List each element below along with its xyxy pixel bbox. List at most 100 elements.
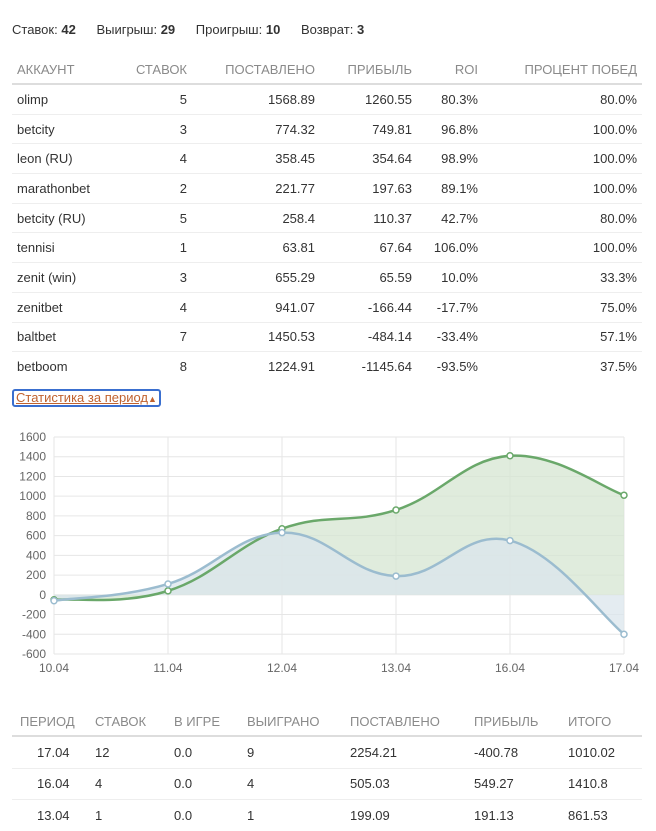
period-cell: 1010.02 [568,744,615,760]
bets-summary: Ставок: 42 Выигрыш: 29 Проигрыш: 10 Возв… [12,22,381,37]
y-tick-label: 0 [39,588,46,602]
period-date: 16.04 [12,767,95,800]
y-tick-label: 1600 [19,430,46,444]
account-cell: -17.7% [417,291,483,322]
col-in-play[interactable]: В ИГРЕ [174,707,247,737]
col-period-bets[interactable]: СТАВОК [95,707,174,737]
account-cell: 100.0% [483,113,642,144]
table-row: zenit (win) 3 655.29 65.59 10.0% 33.3% [12,262,642,293]
account-cell: 1260.55 [365,91,412,107]
table-row: 13.04 1 0.0 1 199.09 191.13 861.53 [12,799,642,831]
account-cell: 80.0% [483,202,642,233]
data-point [620,491,628,499]
x-tick-label: 12.04 [267,661,297,675]
col-total[interactable]: ИТОГО [568,707,642,737]
accounts-body: olimp 5 1568.89 1260.55 80.3% 80.0% betcity 3 77… [12,84,642,381]
accounts-header-row: АККАУНТ СТАВОК ПОСТАВЛЕНО ПРИБЫЛЬ ROI ПР… [12,55,642,85]
table-row: leon (RU) 4 358.45 354.64 98.9% 100.0% [12,143,642,174]
table-row: zenitbet 4 941.07 -166.44 -17.7% 75.0% [12,291,642,322]
account-cell: 221.77 [192,173,320,204]
account-cell: 33.3% [483,262,642,293]
account-name: betcity (RU) [12,202,122,233]
account-cell: 100.0% [483,232,642,263]
period-cell: 0.0 [174,799,247,831]
account-cell: 106.0% [417,232,483,263]
col-profit[interactable]: ПРИБЫЛЬ [320,55,417,85]
account-cell: 80.3% [441,91,478,107]
table-row: 16.04 4 0.0 4 505.03 549.27 1410.8 [12,767,642,800]
account-name: tennisi [12,232,122,263]
data-point [620,630,628,639]
period-cell: 1 [247,799,350,831]
period-cell: 191.13 [474,799,568,831]
account-cell: 89.1% [417,173,483,204]
account-cell: 197.63 [320,173,417,204]
table-row: 17.04 12 0.0 9 2254.21 -400.78 1010.02 [12,736,642,768]
account-cell: 358.45 [192,143,320,174]
data-point [164,587,172,595]
table-row: betboom 8 1224.91 -1145.64 -93.5% 37.5% [12,351,642,381]
period-cell: 0.0 [174,767,247,800]
y-tick-label: 1200 [19,469,46,483]
account-cell: 37.5% [483,351,642,381]
account-cell: 65.59 [320,262,417,293]
table-row: baltbet 7 1450.53 -484.14 -33.4% 57.1% [12,321,642,352]
account-cell: 110.37 [320,202,417,233]
account-cell: 354.64 [320,143,417,174]
col-account[interactable]: АККАУНТ [12,55,122,85]
account-name: zenitbet [12,291,122,322]
y-tick-label: -400 [22,627,46,641]
summary-returns: Возврат: 3 [300,22,365,37]
data-point [506,451,514,460]
y-tick-label: 1400 [19,450,46,464]
data-point [50,596,58,605]
summary-total: Ставок: 42 [12,22,76,37]
period-cell: 9 [247,744,255,760]
col-period-profit[interactable]: ПРИБЫЛЬ [474,707,568,737]
account-cell: 98.9% [417,143,483,174]
account-cell: 80.0% [600,91,637,107]
account-cell: -93.5% [417,351,483,381]
col-won[interactable]: ВЫИГРАНО [247,707,350,737]
col-win-percent[interactable]: ПРОЦЕНТ ПОБЕД [483,55,642,85]
period-cell: 12 [95,744,110,760]
x-tick-label: 10.04 [39,661,69,675]
period-stats-toggle[interactable]: Статистика за период▲ [12,389,161,407]
col-period-staked[interactable]: ПОСТАВЛЕНО [350,707,474,737]
account-name: marathonbet [12,173,122,204]
periods-header-row: ПЕРИОД СТАВОК В ИГРЕ ВЫИГРАНО ПОСТАВЛЕНО… [12,707,642,737]
period-date: 13.04 [12,799,95,831]
table-row: betcity (RU) 5 258.4 110.37 42.7% 80.0% [12,202,642,233]
account-cell: 4 [122,143,192,174]
period-date: 17.04 [37,744,70,760]
account-cell: 5 [122,202,192,233]
series-area-1 [54,532,624,635]
account-cell: 75.0% [483,291,642,322]
account-name: betcity [12,113,122,144]
col-period[interactable]: ПЕРИОД [12,707,95,737]
table-row: marathonbet 2 221.77 197.63 89.1% 100.0% [12,173,642,204]
account-cell: 100.0% [483,143,642,174]
period-cell: 505.03 [350,767,474,800]
account-cell: 57.1% [483,321,642,352]
col-bets[interactable]: СТАВОК [122,55,192,85]
account-cell: 7 [122,321,192,352]
accounts-table: АККАУНТ СТАВОК ПОСТАВЛЕНО ПРИБЫЛЬ ROI ПР… [12,55,642,381]
account-cell: 8 [122,351,192,381]
period-cell: 549.27 [474,767,568,800]
period-cell: 861.53 [568,799,642,831]
account-name: leon (RU) [12,143,122,174]
x-tick-label: 16.04 [495,661,525,675]
col-staked[interactable]: ПОСТАВЛЕНО [192,55,320,85]
col-roi[interactable]: ROI [417,55,483,85]
y-tick-label: 600 [26,529,46,543]
account-cell: 10.0% [417,262,483,293]
period-cell: 2254.21 [350,744,397,760]
data-point [164,580,172,588]
series-line-0 [53,454,625,602]
y-tick-label: -200 [22,608,46,622]
chevron-up-icon: ▲ [147,394,157,404]
y-tick-label: 400 [26,548,46,562]
x-tick-label: 11.04 [153,661,182,675]
x-tick-label: 17.04 [609,661,639,675]
